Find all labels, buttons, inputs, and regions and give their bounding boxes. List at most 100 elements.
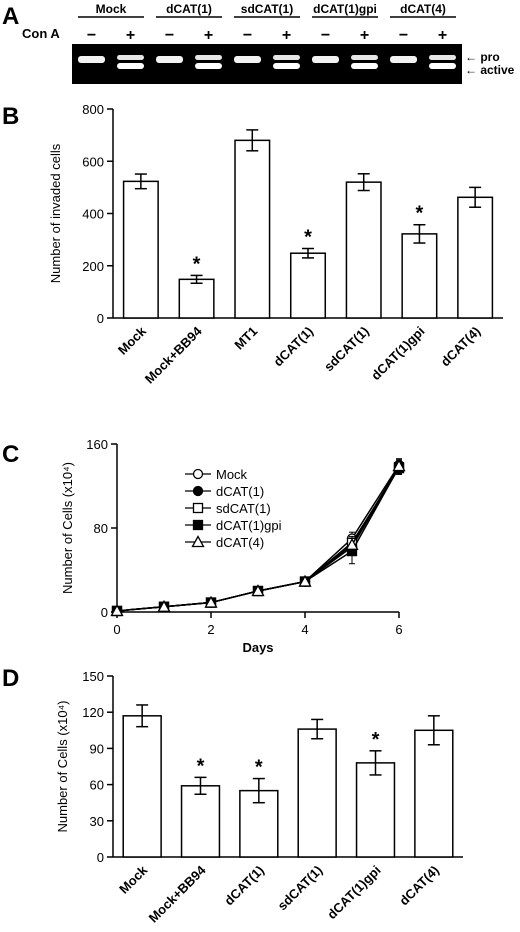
legend-marker-dcat-4	[191, 535, 205, 548]
bar-mock-bb94	[178, 278, 215, 319]
gel-band-active	[273, 63, 300, 69]
chart-c-growth: 0 80 160 0 2 4 6 Mock dCAT(1) sdCAT(1) dCAT(1)gpi…	[60, 437, 406, 655]
legend-marker-dcat-1	[192, 485, 204, 497]
gel-band-pro	[273, 55, 300, 60]
significance-marker-mock-bb94: *	[197, 755, 205, 777]
bar-dcat-4	[457, 196, 494, 319]
legend-label-sdcat-1: sdCAT(1)	[216, 501, 271, 516]
gel-band-pro	[351, 55, 378, 60]
bar-sdcat-1	[297, 728, 337, 858]
data-point-dcat-4	[345, 537, 359, 550]
panel-label-d: D	[2, 665, 19, 692]
legend-label-dcat-1: dCAT(1)	[216, 484, 264, 499]
sign-minus: −	[87, 27, 96, 44]
gel-lane-header-sdcat-1: sdCAT(1)	[241, 2, 293, 16]
chart-d-bars: * * *	[122, 704, 454, 858]
x-category-label-dcat-1: dCAT(1)	[221, 863, 267, 909]
sign-plus: +	[126, 27, 135, 44]
x-tick-label: 2	[207, 622, 214, 637]
bar-dcat-1	[289, 252, 327, 319]
gel-lane-headers: Mock dCAT(1) sdCAT(1) dCAT(1)gpi dCAT(4)	[78, 2, 456, 18]
y-tick-label: 800	[82, 102, 104, 117]
data-point-dcat-4	[110, 604, 124, 617]
chart-b-y-axis-label: Number of invaded cells	[48, 143, 63, 283]
x-category-label-mock: Mock	[115, 323, 150, 358]
sign-plus: +	[438, 27, 447, 44]
significance-marker-mock-bb94: *	[193, 253, 201, 275]
gel-band-pro	[312, 56, 339, 63]
gel-band-active	[117, 63, 144, 69]
gel-band-pro	[195, 55, 222, 60]
panel-label-b: B	[2, 103, 19, 130]
sign-minus: −	[165, 27, 174, 44]
y-tick-label: 60	[90, 778, 104, 793]
panel-label-a: A	[2, 3, 19, 30]
y-tick-label: 80	[94, 521, 108, 536]
bar-sdcat-1	[345, 181, 382, 319]
gel-band-pro	[390, 56, 417, 63]
gel-lane-header-dcat-4: dCAT(4)	[400, 2, 446, 16]
chart-c-legend: Mock dCAT(1) sdCAT(1) dCAT(1)gpi dCAT(4)	[185, 467, 282, 550]
x-category-label-mock-bb94: Mock+BB94	[146, 862, 210, 926]
gel-lane-header-dcat-1-gpi: dCAT(1)gpi	[313, 2, 377, 16]
gel-panel: Con A Mock dCAT(1) sdCAT(1) dCAT(1)gpi dCAT(…	[22, 2, 515, 84]
chart-c-series	[110, 458, 406, 617]
legend-label-dcat-1-gpi: dCAT(1)gpi	[216, 518, 282, 533]
y-tick-label: 30	[90, 814, 104, 829]
gel-band-active	[195, 63, 222, 69]
y-tick-label: 0	[101, 605, 108, 620]
x-category-label-dcat-1-gpi: dCAT(1)gpi	[324, 863, 383, 922]
data-point-dcat-4	[204, 595, 218, 608]
legend-marker-dcat-1-gpi	[192, 519, 204, 531]
chart-d-y-axis-label: Number of Cells (x10⁴)	[55, 700, 70, 832]
gel-lane-header-dcat-1: dCAT(1)	[166, 2, 212, 16]
gel-lane-header-mock: Mock	[96, 2, 127, 16]
data-point-dcat-4	[157, 599, 171, 612]
gel-treatment-signs: − + − + − + − + − +	[87, 27, 447, 44]
legend-marker-sdcat-1	[192, 502, 204, 514]
x-category-label-mock-bb94: Mock+BB94	[142, 323, 206, 387]
chart-c-axes: 0 80 160 0 2 4 6	[86, 437, 402, 637]
bar-mock-bb94	[180, 785, 221, 858]
x-category-label-mt1: MT1	[231, 324, 260, 353]
sign-plus: +	[360, 27, 369, 44]
x-category-label-mock: Mock	[116, 862, 151, 897]
gel-band-pro	[156, 56, 183, 63]
data-point-dcat-4	[251, 584, 265, 597]
band-label-pro: ← pro	[465, 50, 500, 64]
x-category-label-dcat-1: dCAT(1)	[270, 324, 316, 370]
chart-c-y-axis-label: Number of Cells (x10⁴)	[60, 462, 75, 594]
con-a-label: Con A	[22, 26, 60, 41]
x-category-label-sdcat-1: sdCAT(1)	[321, 324, 372, 375]
legend-label-dcat-4: dCAT(4)	[216, 535, 264, 550]
x-tick-label: 4	[301, 622, 308, 637]
bar-mock	[122, 180, 159, 319]
sign-plus: +	[204, 27, 213, 44]
y-tick-label: 400	[82, 207, 104, 222]
x-tick-label: 6	[395, 622, 402, 637]
gel-band-active	[351, 63, 378, 69]
x-tick-label: 0	[113, 622, 120, 637]
y-tick-label: 0	[97, 311, 104, 326]
y-tick-label: 90	[90, 741, 104, 756]
x-category-label-dcat-4: dCAT(4)	[396, 863, 442, 909]
y-tick-label: 160	[86, 437, 108, 452]
gel-band-pro	[429, 55, 456, 60]
x-category-label-sdcat-1: sdCAT(1)	[275, 863, 326, 914]
bar-dcat-4	[414, 729, 454, 858]
y-tick-label: 0	[97, 850, 104, 865]
gel-band-active	[429, 63, 456, 69]
chart-c-x-axis-label: Days	[242, 640, 273, 655]
gel-band-pro	[234, 56, 261, 63]
y-tick-label: 200	[82, 259, 104, 274]
significance-marker-dcat-1-gpi: *	[372, 729, 380, 751]
panel-label-c: C	[2, 441, 19, 468]
gel-band-pro	[117, 55, 144, 60]
chart-b-bars: * * *	[122, 129, 494, 319]
sign-minus: −	[321, 27, 330, 44]
sign-minus: −	[399, 27, 408, 44]
y-tick-label: 150	[82, 669, 104, 684]
